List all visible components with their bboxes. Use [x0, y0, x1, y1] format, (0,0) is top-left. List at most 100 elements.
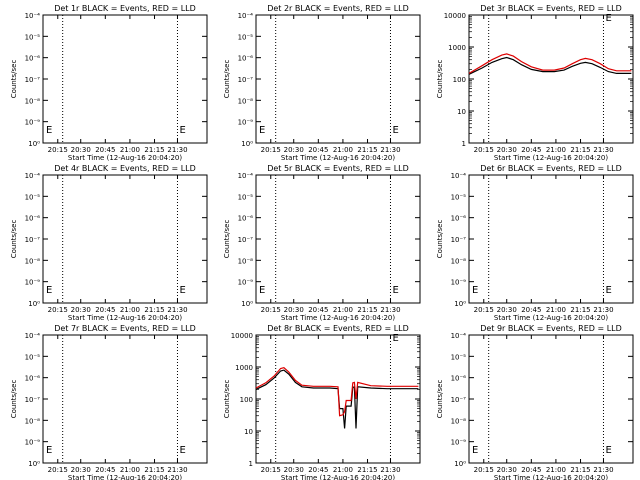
x-tick-label: 20:15: [474, 306, 494, 314]
x-tick-label: 20:30: [71, 306, 91, 314]
y-tick-label: 10⁻⁷: [238, 236, 254, 244]
y-tick-label: 10⁰: [241, 300, 253, 308]
x-tick-label: 21:30: [380, 306, 400, 314]
y-tick-label: 10⁻⁷: [25, 76, 41, 84]
event-marker: E: [46, 445, 52, 456]
x-tick-label: 21:15: [144, 466, 164, 474]
x-tick-label: 21:30: [380, 146, 400, 154]
y-tick-label: 10⁻⁷: [451, 396, 467, 404]
y-tick-label: 10⁻⁶: [25, 215, 41, 223]
x-axis-label: Start Time (12-Aug-16 20:04:20): [494, 314, 608, 322]
y-tick-label: 10⁰: [28, 460, 40, 468]
plot-frame: [255, 334, 421, 464]
x-axis-label: Start Time (12-Aug-16 20:04:20): [68, 474, 182, 480]
event-marker: E: [259, 285, 265, 296]
x-tick-label: 20:45: [308, 146, 328, 154]
series-line-1: [255, 367, 419, 417]
x-axis-label: Start Time (12-Aug-16 20:04:20): [281, 314, 395, 322]
y-tick-label: 1000: [235, 364, 253, 372]
y-tick-label: 1: [462, 140, 466, 148]
y-tick-label: 10⁻⁷: [451, 236, 467, 244]
x-tick-label: 20:30: [71, 466, 91, 474]
y-tick-label: 10⁻⁹: [25, 279, 41, 287]
y-tick-label: 10⁻⁸: [451, 257, 467, 265]
y-tick-label: 10000: [444, 12, 466, 20]
y-tick-label: 10⁻⁸: [25, 97, 41, 105]
y-tick-label: 10000: [231, 332, 253, 340]
x-tick-label: 21:15: [144, 146, 164, 154]
y-tick-label: 10⁻⁹: [25, 119, 41, 127]
event-marker: E: [472, 285, 478, 296]
x-tick-label: 21:15: [570, 146, 590, 154]
x-tick-label: 21:15: [357, 146, 377, 154]
x-tick-label: 20:15: [48, 306, 68, 314]
plot-frame: [42, 334, 208, 464]
x-tick-label: 21:15: [570, 466, 590, 474]
panel-title: Det 5r BLACK = Events, RED = LLD: [267, 164, 409, 173]
y-tick-label: 10: [457, 108, 466, 116]
x-tick-label: 20:45: [95, 306, 115, 314]
x-axis-label: Start Time (12-Aug-16 20:04:20): [68, 314, 182, 322]
y-tick-label: 10⁻⁹: [451, 439, 467, 447]
event-marker: E: [392, 125, 398, 136]
y-tick-label: 10⁻⁵: [451, 193, 467, 201]
y-tick-label: 10: [244, 428, 253, 436]
x-axis-label: Start Time (12-Aug-16 20:04:20): [494, 154, 608, 162]
y-tick-label: 10⁰: [28, 140, 40, 148]
x-axis-label: Start Time (12-Aug-16 20:04:20): [281, 154, 395, 162]
y-tick-label: 10⁻⁷: [238, 76, 254, 84]
y-axis-label: Counts/sec: [223, 60, 231, 99]
x-tick-label: 20:30: [284, 306, 304, 314]
x-tick-label: 21:30: [167, 306, 187, 314]
x-tick-label: 21:30: [167, 146, 187, 154]
x-axis-label: Start Time (12-Aug-16 20:04:20): [494, 474, 608, 480]
y-tick-label: 10⁻⁴: [25, 12, 41, 20]
y-tick-label: 10⁻⁶: [238, 55, 254, 63]
event-marker: E: [179, 125, 185, 136]
y-tick-label: 10⁻⁴: [451, 332, 467, 340]
x-tick-label: 21:00: [546, 306, 566, 314]
x-tick-label: 21:15: [357, 306, 377, 314]
series-line-1: [468, 53, 632, 74]
y-tick-label: 10⁰: [454, 460, 466, 468]
x-tick-label: 21:00: [333, 306, 353, 314]
y-tick-label: 10⁰: [28, 300, 40, 308]
x-tick-label: 20:45: [95, 466, 115, 474]
x-tick-label: 21:30: [593, 146, 613, 154]
x-tick-label: 21:30: [593, 466, 613, 474]
series-line-0: [255, 369, 419, 429]
y-tick-label: 10⁻⁵: [238, 193, 254, 201]
y-tick-label: 10⁻⁴: [451, 172, 467, 180]
y-tick-label: 10⁻⁵: [25, 193, 41, 201]
x-tick-label: 20:45: [95, 146, 115, 154]
event-marker: E: [259, 125, 265, 136]
x-tick-label: 21:00: [120, 306, 140, 314]
plot-frame: [468, 14, 634, 144]
x-tick-label: 20:45: [521, 146, 541, 154]
y-tick-label: 10⁻⁶: [25, 55, 41, 63]
y-tick-label: 10⁰: [454, 300, 466, 308]
series-line-0: [468, 56, 632, 75]
y-tick-label: 10⁻⁵: [451, 353, 467, 361]
x-axis-label: Start Time (12-Aug-16 20:04:20): [68, 154, 182, 162]
y-tick-label: 10⁻⁶: [451, 215, 467, 223]
plot-frame: [255, 14, 421, 144]
x-tick-label: 21:30: [167, 466, 187, 474]
y-tick-label: 10⁻⁸: [25, 417, 41, 425]
event-marker: E: [605, 285, 611, 296]
x-tick-label: 21:00: [120, 466, 140, 474]
y-tick-label: 10⁰: [241, 140, 253, 148]
event-marker: E: [392, 333, 398, 344]
x-tick-label: 20:15: [261, 146, 281, 154]
y-tick-label: 10⁻⁴: [238, 12, 254, 20]
x-tick-label: 21:00: [333, 146, 353, 154]
y-tick-label: 10⁻⁴: [25, 172, 41, 180]
y-tick-label: 1: [249, 460, 253, 468]
x-tick-label: 21:30: [380, 466, 400, 474]
x-tick-label: 20:30: [497, 306, 517, 314]
x-tick-label: 20:15: [261, 306, 281, 314]
